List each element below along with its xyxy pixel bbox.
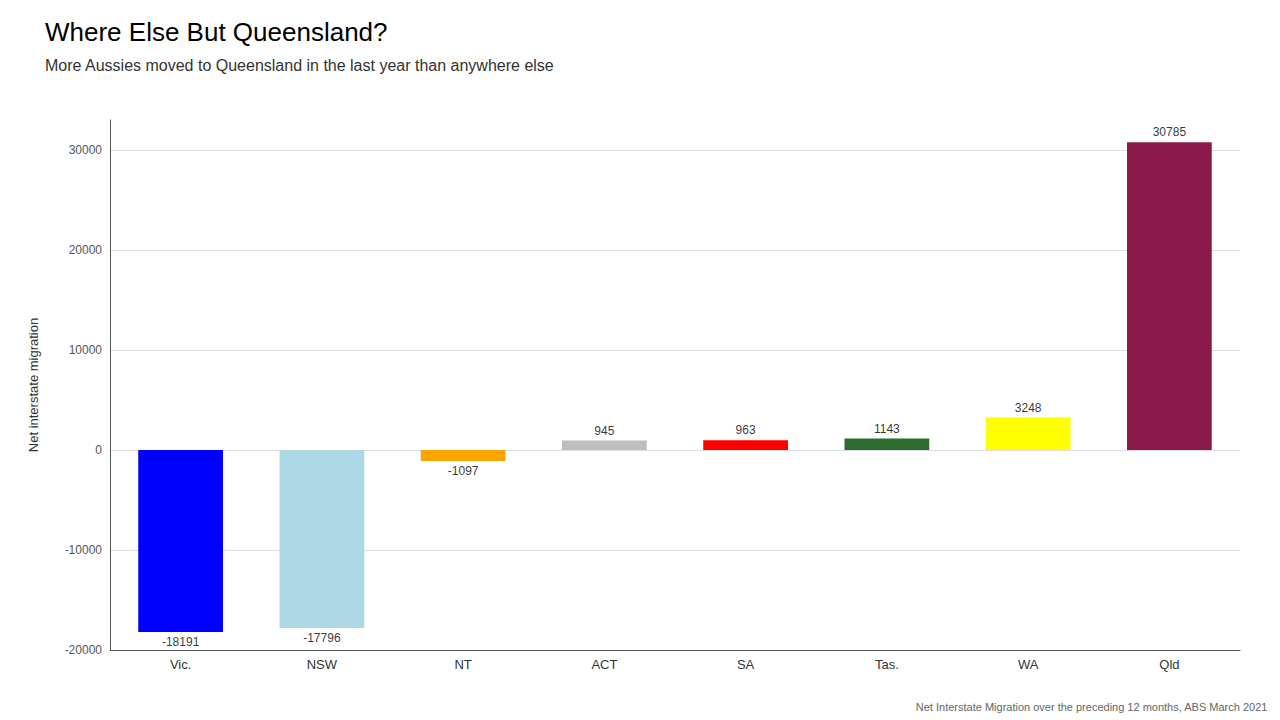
svg-text:963: 963 — [736, 423, 756, 437]
svg-text:-10000: -10000 — [65, 543, 103, 557]
svg-text:Tas.: Tas. — [875, 657, 899, 672]
svg-text:SA: SA — [737, 657, 755, 672]
svg-text:-17796: -17796 — [303, 631, 341, 645]
svg-text:-20000: -20000 — [65, 643, 103, 657]
svg-text:0: 0 — [95, 443, 102, 457]
svg-text:-18191: -18191 — [162, 635, 200, 649]
svg-text:NSW: NSW — [307, 657, 338, 672]
svg-text:Qld: Qld — [1159, 657, 1179, 672]
svg-text:30785: 30785 — [1153, 125, 1187, 139]
svg-text:1143: 1143 — [874, 422, 900, 436]
svg-text:Vic.: Vic. — [170, 657, 191, 672]
svg-text:30000: 30000 — [69, 143, 103, 157]
svg-text:3248: 3248 — [1015, 401, 1042, 415]
svg-text:WA: WA — [1018, 657, 1039, 672]
svg-text:NT: NT — [454, 657, 471, 672]
svg-text:More Aussies moved to Queensla: More Aussies moved to Queensland in the … — [45, 57, 554, 74]
svg-text:ACT: ACT — [591, 657, 617, 672]
svg-text:Where Else But Queensland?: Where Else But Queensland? — [45, 17, 388, 47]
svg-text:945: 945 — [594, 424, 614, 438]
svg-text:20000: 20000 — [69, 243, 103, 257]
svg-text:-1097: -1097 — [448, 464, 479, 478]
svg-text:Net Interstate Migration over: Net Interstate Migration over the preced… — [916, 701, 1268, 713]
svg-text:Net interstate migration: Net interstate migration — [26, 318, 41, 452]
svg-text:10000: 10000 — [69, 343, 103, 357]
